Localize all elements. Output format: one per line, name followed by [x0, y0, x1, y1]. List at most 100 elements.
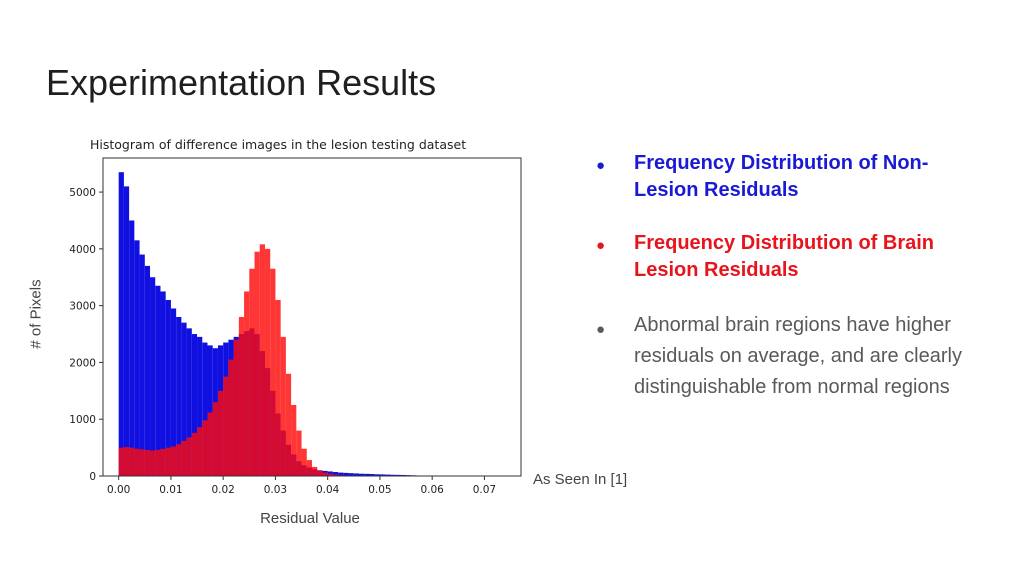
- non-lesion-bar: [379, 474, 386, 476]
- x-axis-label: Residual Value: [260, 510, 360, 527]
- lesion-bar: [275, 299, 281, 476]
- non-lesion-bar: [359, 473, 365, 476]
- lesion-bar: [181, 440, 187, 476]
- lesion-bar: [244, 291, 250, 476]
- axes-layer: 0 1000 2000 3000 4000 5000 0.00 0.01 0.02 0.03 0.0…: [69, 187, 496, 496]
- lesion-bar: [197, 427, 203, 476]
- y-tick-label: 3000: [69, 301, 96, 313]
- non-lesion-bar: [207, 345, 213, 476]
- lesion-bar: [176, 444, 182, 476]
- non-lesion-bar: [385, 474, 391, 476]
- lesion-bar: [332, 474, 339, 476]
- lesion-bar: [186, 437, 192, 476]
- non-lesion-bar: [155, 285, 161, 476]
- non-lesion-bar: [343, 472, 349, 476]
- lesion-bar: [327, 473, 333, 476]
- bullet-dot-icon: ●: [596, 237, 606, 254]
- lesion-bar: [249, 268, 255, 476]
- y-axis-label: # of Pixels: [27, 279, 45, 349]
- source-citation: As Seen In [1]: [533, 471, 628, 488]
- non-lesion-bar: [150, 277, 156, 476]
- y-tick-label: 1000: [69, 414, 96, 426]
- non-lesion-bar: [144, 265, 151, 476]
- bullet-dot-icon: ●: [596, 157, 606, 174]
- lesion-bar: [129, 447, 135, 476]
- lesion-bar: [285, 373, 292, 476]
- lesion-bar: [223, 376, 229, 476]
- lesion-bar: [207, 412, 213, 476]
- lesion-bar: [238, 317, 245, 476]
- bars-layer: [118, 172, 417, 477]
- y-tick-label: 0: [89, 471, 96, 483]
- bullet-text: Abnormal brain regions have higher resid…: [634, 314, 962, 398]
- non-lesion-bar: [139, 254, 145, 476]
- non-lesion-bar: [123, 186, 130, 476]
- non-lesion-bar: [364, 473, 370, 476]
- y-tick-label: 4000: [69, 244, 96, 256]
- lesion-bar: [165, 447, 171, 476]
- x-tick-label: 0.01: [159, 484, 182, 496]
- bullet-dot-icon: ●: [596, 321, 606, 338]
- non-lesion-bar: [129, 220, 135, 476]
- x-tick-label: 0.00: [107, 484, 130, 496]
- histogram-chart: Histogram of difference images in the le…: [60, 128, 530, 498]
- lesion-bar: [301, 448, 307, 476]
- bullet-lesion: ● Frequency Distribution of Brain Lesion…: [592, 230, 992, 284]
- y-tick-label: 2000: [69, 357, 96, 369]
- non-lesion-bar: [181, 322, 187, 476]
- non-lesion-bar: [395, 474, 401, 476]
- non-lesion-bar: [165, 299, 171, 476]
- bullet-conclusion: ● Abnormal brain regions have higher res…: [592, 310, 992, 403]
- lesion-bar: [228, 359, 234, 476]
- non-lesion-bar: [400, 474, 407, 476]
- x-tick-label: 0.02: [211, 484, 234, 496]
- lesion-bar: [139, 449, 145, 476]
- lesion-bar: [212, 402, 218, 476]
- non-lesion-bar: [134, 240, 140, 476]
- non-lesion-bar: [369, 474, 375, 476]
- non-lesion-bar: [191, 334, 198, 476]
- lesion-bar: [312, 466, 318, 476]
- x-tick-label: 0.07: [473, 484, 496, 496]
- lesion-bar: [296, 430, 302, 476]
- lesion-bar: [144, 449, 151, 476]
- bullet-text: Frequency Distribution of Non-Lesion Res…: [634, 152, 929, 201]
- non-lesion-bar: [197, 336, 203, 476]
- lesion-bar: [123, 447, 130, 476]
- lesion-bar: [259, 244, 265, 476]
- lesion-bar: [202, 420, 208, 476]
- lesion-bar: [160, 448, 166, 476]
- lesion-bar: [217, 390, 224, 476]
- lesion-bar: [155, 449, 161, 476]
- lesion-bar: [118, 447, 124, 476]
- lesion-bar: [291, 405, 297, 476]
- non-lesion-bar: [348, 473, 354, 476]
- non-lesion-bar: [202, 342, 208, 476]
- bullet-list: ● Frequency Distribution of Non-Lesion R…: [592, 150, 992, 429]
- non-lesion-bar: [186, 328, 192, 476]
- lesion-bar: [254, 251, 260, 476]
- lesion-bar: [233, 339, 239, 476]
- bullet-non-lesion: ● Frequency Distribution of Non-Lesion R…: [592, 150, 992, 204]
- non-lesion-bar: [338, 472, 344, 476]
- x-tick-label: 0.06: [420, 484, 444, 496]
- plot-frame: [102, 157, 522, 477]
- chart-title: Histogram of difference images in the le…: [90, 137, 466, 152]
- non-lesion-bar: [353, 473, 360, 476]
- non-lesion-bar: [374, 474, 380, 476]
- lesion-bar: [150, 450, 156, 476]
- non-lesion-bar: [390, 474, 396, 476]
- x-tick-label: 0.03: [264, 484, 287, 496]
- y-tick-label: 5000: [69, 187, 96, 199]
- lesion-bar: [264, 248, 271, 476]
- lesion-bar: [134, 448, 140, 476]
- non-lesion-bar: [176, 317, 182, 476]
- x-tick-label: 0.04: [316, 484, 340, 496]
- histogram-svg: Histogram of difference images in the le…: [60, 128, 530, 498]
- lesion-bar: [317, 470, 323, 476]
- x-tick-label: 0.05: [368, 484, 391, 496]
- non-lesion-bar: [332, 472, 339, 476]
- non-lesion-bar: [160, 291, 166, 476]
- lesion-bar: [306, 460, 312, 476]
- lesion-bar: [191, 432, 198, 476]
